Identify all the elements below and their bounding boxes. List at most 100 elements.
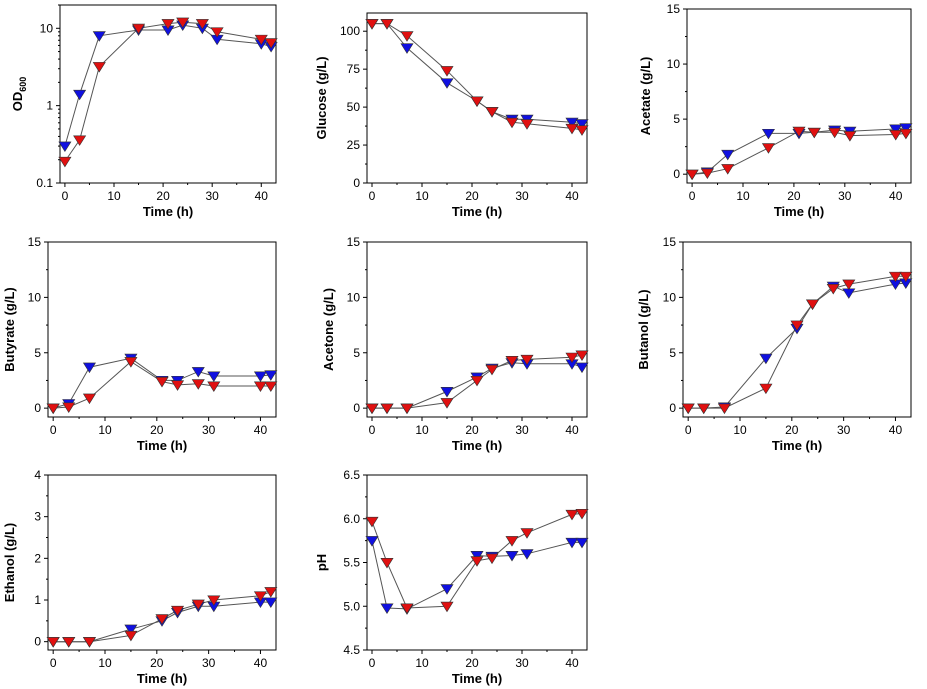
y-tick-label: 1 [34,593,41,607]
y-axis-label: pH [314,554,329,571]
data-point-red [191,379,205,390]
data-point-red [210,27,224,38]
data-point-red [899,271,913,283]
y-tick-label: 15 [667,2,681,16]
y-axis-label: Acetate (g/L) [638,57,653,136]
x-tick-label: 30 [515,423,529,437]
x-tick-label: 10 [415,423,429,437]
series-line-blue [53,357,271,409]
x-tick-label: 20 [150,423,164,437]
y-tick-label: 0.1 [36,176,53,190]
x-tick-label: 20 [787,189,801,203]
x-tick-label: 30 [202,423,216,437]
data-point-blue [565,537,579,549]
x-tick-label: 0 [369,656,376,670]
panel-butanol: 0 10 20 30 40 0 5 10 15 Time (h) Butanol (g/L) [636,235,913,453]
data-point-red [697,403,711,415]
x-tick-label: 40 [255,189,269,203]
data-point-red [842,279,856,291]
data-point-red [470,375,484,387]
x-tick-label: 20 [465,423,479,437]
data-point-blue [842,288,856,299]
y-tick-label: 5 [34,346,41,360]
data-point-red [575,125,589,136]
data-point-red [155,614,169,625]
data-point-red [505,536,519,547]
data-point-red [155,377,169,388]
y-tick-label: 4 [34,468,41,482]
x-axis-label: Time (h) [772,438,822,453]
x-tick-label: 0 [62,189,69,203]
y-tick-label: 10 [28,290,42,304]
x-tick-label: 30 [206,189,220,203]
data-point-red [92,62,106,73]
y-tick-label: 0 [673,167,680,181]
x-tick-label: 40 [889,423,903,437]
data-point-red [520,354,534,366]
panel-ethanol: 0 10 20 30 40 0 1 2 3 4 Time (h) Ethanol (g/L) [2,468,278,686]
data-point-red [195,19,209,30]
x-tick-label: 40 [565,189,579,203]
x-tick-label: 0 [50,423,57,437]
y-axis-label: Butyrate (g/L) [2,287,17,372]
panel-butyrate: 0 10 20 30 40 0 5 10 15 Time (h) Butyrate (g/L) [2,235,278,453]
plot-frame [682,241,912,418]
data-point-red [806,299,820,310]
data-point-blue [565,117,579,129]
data-point-blue [264,370,278,381]
data-point-red [176,17,190,29]
y-tick-label: 10 [347,290,361,304]
data-point-red [828,127,842,139]
data-point-red [807,127,821,139]
data-point-red [440,398,454,409]
x-tick-label: 0 [685,423,692,437]
data-point-red [365,516,379,528]
x-tick-label: 0 [369,423,376,437]
data-point-red [264,38,278,49]
series-line-blue [688,282,906,409]
data-point-blue [400,43,414,54]
panel-od600: 0 10 20 30 40 0.1 1 10 Time (h) OD600 [10,4,278,219]
data-point-red [470,556,484,567]
data-point-red [365,403,379,415]
x-tick-label: 10 [98,656,112,670]
series-line-red [692,130,906,175]
data-point-red [82,393,96,405]
data-point-red [485,553,499,565]
data-point-red [681,403,695,415]
data-point-blue [380,603,394,614]
y-axis-label: Ethanol (g/L) [2,523,17,602]
data-point-blue [191,367,205,378]
data-point-red [759,383,773,395]
x-tick-label: 20 [156,189,170,203]
x-tick-label: 40 [254,423,268,437]
data-point-red [58,156,72,168]
plot-frame [686,8,912,184]
x-tick-label: 30 [837,423,851,437]
data-point-red [73,135,87,146]
data-point-blue [440,584,454,595]
series-line-red [53,591,271,643]
panel-acetone: 0 10 20 30 40 0 5 10 15 Time (h) Acetone (g/L) [321,235,589,453]
data-point-blue [58,141,72,153]
y-axis-label: Glucose (g/L) [314,56,329,139]
x-tick-label: 20 [785,423,799,437]
y-axis-label: Butanol (g/L) [636,289,651,369]
panel-ph: 0 10 20 30 40 4.5 5.0 5.5 6.0 6.5 Time (h) pH [314,468,589,686]
series-line-blue [692,127,906,175]
data-point-red [470,96,484,108]
data-point-red [264,381,278,392]
y-tick-label: 0 [34,635,41,649]
y-tick-label: 100 [340,24,360,38]
x-tick-label: 30 [202,656,216,670]
y-tick-label: 0 [34,401,41,415]
y-axis-label-subscript: 600 [18,77,28,92]
data-point-blue [92,31,106,42]
data-point-red [575,350,589,361]
panel-glucose: 0 10 20 30 40 0 25 50 75 100 Time (h) Glucose (g/L) [314,12,589,219]
data-point-red [171,380,185,391]
x-tick-label: 0 [369,189,376,203]
x-tick-label: 30 [515,656,529,670]
y-axis-label-main: OD [10,92,25,112]
x-tick-label: 0 [689,189,696,203]
